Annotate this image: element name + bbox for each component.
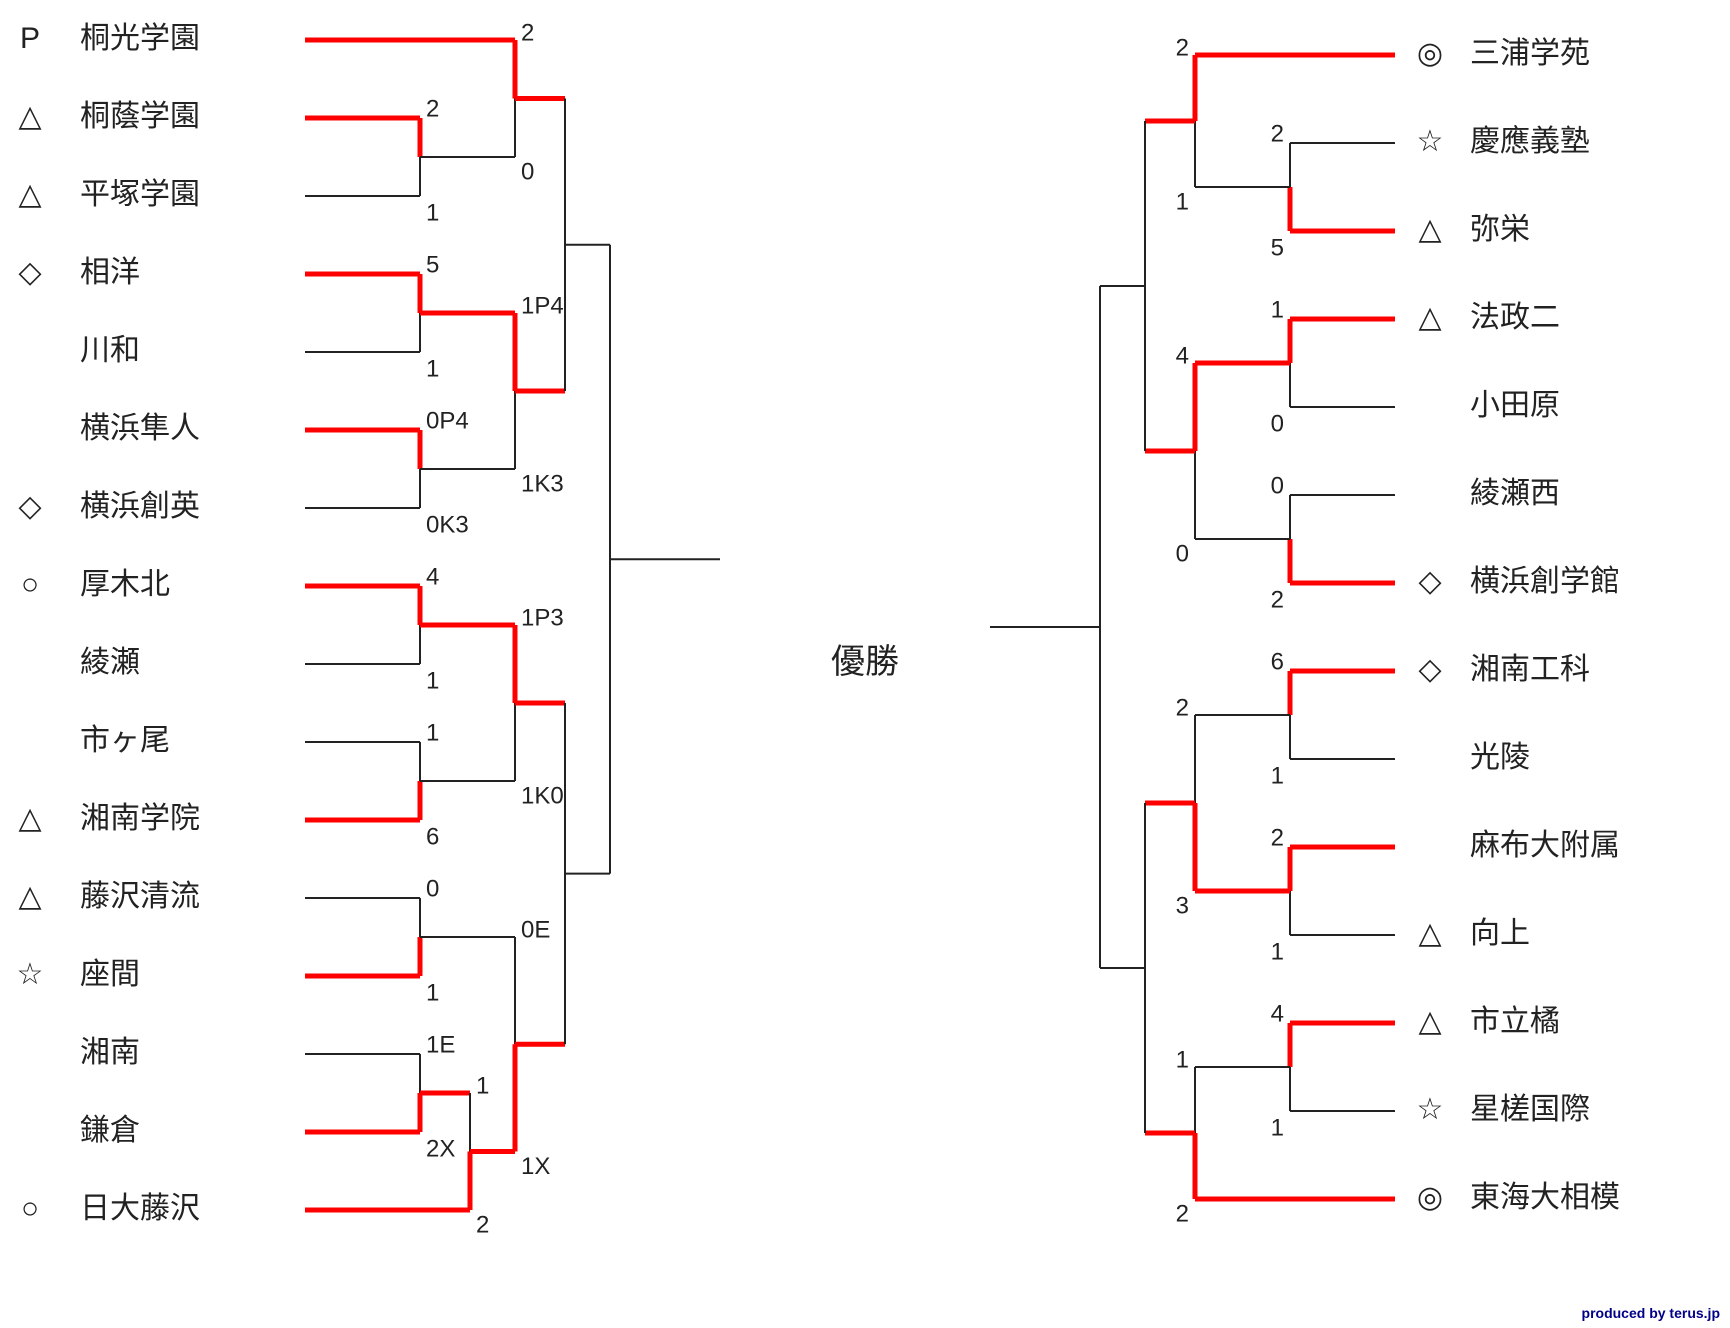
svg-text:0: 0 <box>521 158 534 185</box>
svg-text:横浜創英: 横浜創英 <box>80 490 200 523</box>
svg-text:produced by terus.jp: produced by terus.jp <box>1582 1305 1720 1321</box>
svg-text:1P4: 1P4 <box>521 292 564 319</box>
svg-text:○: ○ <box>21 568 39 601</box>
svg-text:1E: 1E <box>426 1031 455 1058</box>
svg-text:6: 6 <box>426 823 439 850</box>
svg-text:綾瀬: 綾瀬 <box>80 646 140 679</box>
svg-text:1: 1 <box>476 1072 489 1099</box>
svg-text:2: 2 <box>1176 34 1189 61</box>
svg-text:1: 1 <box>426 667 439 694</box>
svg-text:相洋: 相洋 <box>80 256 140 289</box>
svg-text:1K3: 1K3 <box>521 470 564 497</box>
svg-text:△: △ <box>1418 301 1441 334</box>
svg-text:1: 1 <box>426 199 439 226</box>
svg-text:2: 2 <box>1271 120 1284 147</box>
svg-text:0: 0 <box>1176 540 1189 567</box>
svg-text:◇: ◇ <box>1418 565 1441 598</box>
svg-text:三浦学苑: 三浦学苑 <box>1470 37 1590 70</box>
svg-text:鎌倉: 鎌倉 <box>80 1114 140 1147</box>
svg-text:桐蔭学園: 桐蔭学園 <box>80 100 200 133</box>
svg-text:1: 1 <box>426 719 439 746</box>
svg-text:1: 1 <box>1271 1114 1284 1141</box>
svg-text:◎: ◎ <box>1417 37 1443 70</box>
svg-text:◇: ◇ <box>18 256 41 289</box>
svg-text:横浜隼人: 横浜隼人 <box>80 412 200 445</box>
svg-text:1P3: 1P3 <box>521 604 564 631</box>
svg-text:2: 2 <box>476 1211 489 1238</box>
svg-text:平塚学園: 平塚学園 <box>80 178 200 211</box>
svg-text:P: P <box>20 22 40 55</box>
svg-text:光陵: 光陵 <box>1470 741 1530 774</box>
svg-text:0: 0 <box>1271 472 1284 499</box>
svg-text:厚木北: 厚木北 <box>80 568 170 601</box>
svg-text:小田原: 小田原 <box>1470 389 1560 422</box>
svg-text:1X: 1X <box>521 1153 550 1180</box>
svg-text:☆: ☆ <box>1417 1093 1444 1126</box>
svg-text:1: 1 <box>1271 762 1284 789</box>
svg-text:0E: 0E <box>521 916 550 943</box>
svg-text:2X: 2X <box>426 1135 455 1162</box>
svg-text:△: △ <box>1418 917 1441 950</box>
svg-text:4: 4 <box>1271 1000 1284 1027</box>
svg-text:◇: ◇ <box>1418 653 1441 686</box>
svg-text:△: △ <box>1418 213 1441 246</box>
svg-text:1: 1 <box>1271 938 1284 965</box>
svg-text:4: 4 <box>1176 342 1189 369</box>
svg-text:△: △ <box>18 802 41 835</box>
svg-text:川和: 川和 <box>80 334 140 367</box>
svg-text:△: △ <box>1418 1005 1441 1038</box>
svg-text:6: 6 <box>1271 648 1284 675</box>
svg-text:2: 2 <box>1176 1200 1189 1227</box>
svg-text:△: △ <box>18 880 41 913</box>
svg-text:0K3: 0K3 <box>426 511 469 538</box>
svg-text:湘南: 湘南 <box>80 1036 140 1069</box>
svg-text:湘南学院: 湘南学院 <box>80 802 200 835</box>
svg-text:座間: 座間 <box>80 958 140 991</box>
svg-text:◎: ◎ <box>1417 1181 1443 1214</box>
bracket-svg: P 桐光学園 △ 桐蔭学園 △ 平塚学園 ◇ 相洋川和横浜隼人 ◇ 横浜創英 ○ 厚木北綾瀬市ヶ尾 △ 湘… <box>0 0 1730 1328</box>
svg-text:1K0: 1K0 <box>521 782 564 809</box>
svg-text:1: 1 <box>1176 188 1189 215</box>
svg-text:2: 2 <box>1176 694 1189 721</box>
svg-text:5: 5 <box>426 251 439 278</box>
svg-text:湘南工科: 湘南工科 <box>1470 653 1590 686</box>
svg-text:弥栄: 弥栄 <box>1470 213 1530 246</box>
svg-text:2: 2 <box>521 19 534 46</box>
svg-text:△: △ <box>18 178 41 211</box>
svg-text:日大藤沢: 日大藤沢 <box>80 1192 200 1225</box>
svg-text:1: 1 <box>1176 1046 1189 1073</box>
svg-text:2: 2 <box>1271 586 1284 613</box>
svg-text:市ヶ尾: 市ヶ尾 <box>80 724 170 757</box>
svg-text:○: ○ <box>21 1192 39 1225</box>
svg-text:△: △ <box>18 100 41 133</box>
svg-text:◇: ◇ <box>18 490 41 523</box>
svg-text:0: 0 <box>426 875 439 902</box>
svg-text:☆: ☆ <box>17 958 44 991</box>
svg-text:星槎国際: 星槎国際 <box>1470 1093 1590 1126</box>
svg-text:1: 1 <box>426 979 439 1006</box>
svg-text:1: 1 <box>1271 296 1284 323</box>
svg-text:桐光学園: 桐光学園 <box>80 22 200 55</box>
svg-text:2: 2 <box>426 95 439 122</box>
svg-text:0: 0 <box>1271 410 1284 437</box>
svg-text:3: 3 <box>1176 892 1189 919</box>
svg-text:市立橘: 市立橘 <box>1470 1005 1560 1038</box>
svg-text:法政二: 法政二 <box>1470 301 1560 334</box>
svg-text:向上: 向上 <box>1470 917 1530 950</box>
svg-text:東海大相模: 東海大相模 <box>1470 1181 1620 1214</box>
svg-text:0P4: 0P4 <box>426 407 469 434</box>
svg-text:慶應義塾: 慶應義塾 <box>1470 125 1590 158</box>
svg-text:5: 5 <box>1271 234 1284 261</box>
svg-text:1: 1 <box>426 355 439 382</box>
svg-text:藤沢清流: 藤沢清流 <box>80 880 200 913</box>
svg-text:横浜創学館: 横浜創学館 <box>1470 565 1620 598</box>
svg-text:2: 2 <box>1271 824 1284 851</box>
svg-text:☆: ☆ <box>1417 125 1444 158</box>
svg-text:綾瀬西: 綾瀬西 <box>1470 477 1560 510</box>
svg-text:優勝: 優勝 <box>831 643 899 681</box>
svg-text:4: 4 <box>426 563 439 590</box>
svg-text:麻布大附属: 麻布大附属 <box>1470 829 1620 862</box>
